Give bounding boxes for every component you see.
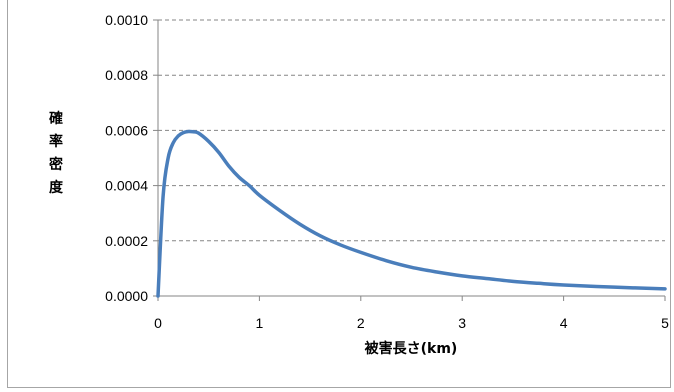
y-axis-title: 確率密度 — [48, 110, 64, 196]
x-tick-label: 3 — [458, 315, 466, 331]
gridlines — [158, 19, 665, 242]
y-tick-label: 0.0002 — [105, 233, 148, 249]
x-tick-label: 1 — [256, 315, 264, 331]
y-axis-title-char: 密 — [48, 156, 63, 173]
y-tick-label: 0.0006 — [105, 122, 148, 138]
x-tick-label: 2 — [357, 315, 365, 331]
y-tick-labels: 0.0000 0.0002 0.0004 0.0006 0.0008 0.0010 — [105, 12, 148, 304]
y-tick-label: 0.0000 — [105, 288, 148, 304]
series-line — [156, 129, 667, 298]
y-axis-title-char: 率 — [49, 133, 63, 150]
y-tick-label: 0.0010 — [105, 12, 148, 28]
y-axis-title-char: 度 — [49, 179, 64, 196]
y-axis-title-char: 確 — [49, 110, 63, 127]
chart-frame — [7, 0, 671, 388]
y-tick-label: 0.0004 — [105, 178, 148, 194]
tick-marks — [153, 19, 666, 301]
x-tick-label: 4 — [560, 315, 568, 331]
x-tick-label: 5 — [661, 315, 669, 331]
x-axis-title: 被害長さ(km) — [365, 340, 458, 357]
x-tick-labels: 0 1 2 3 4 5 — [154, 315, 669, 331]
x-tick-label: 0 — [154, 315, 162, 331]
y-tick-label: 0.0008 — [105, 67, 148, 83]
